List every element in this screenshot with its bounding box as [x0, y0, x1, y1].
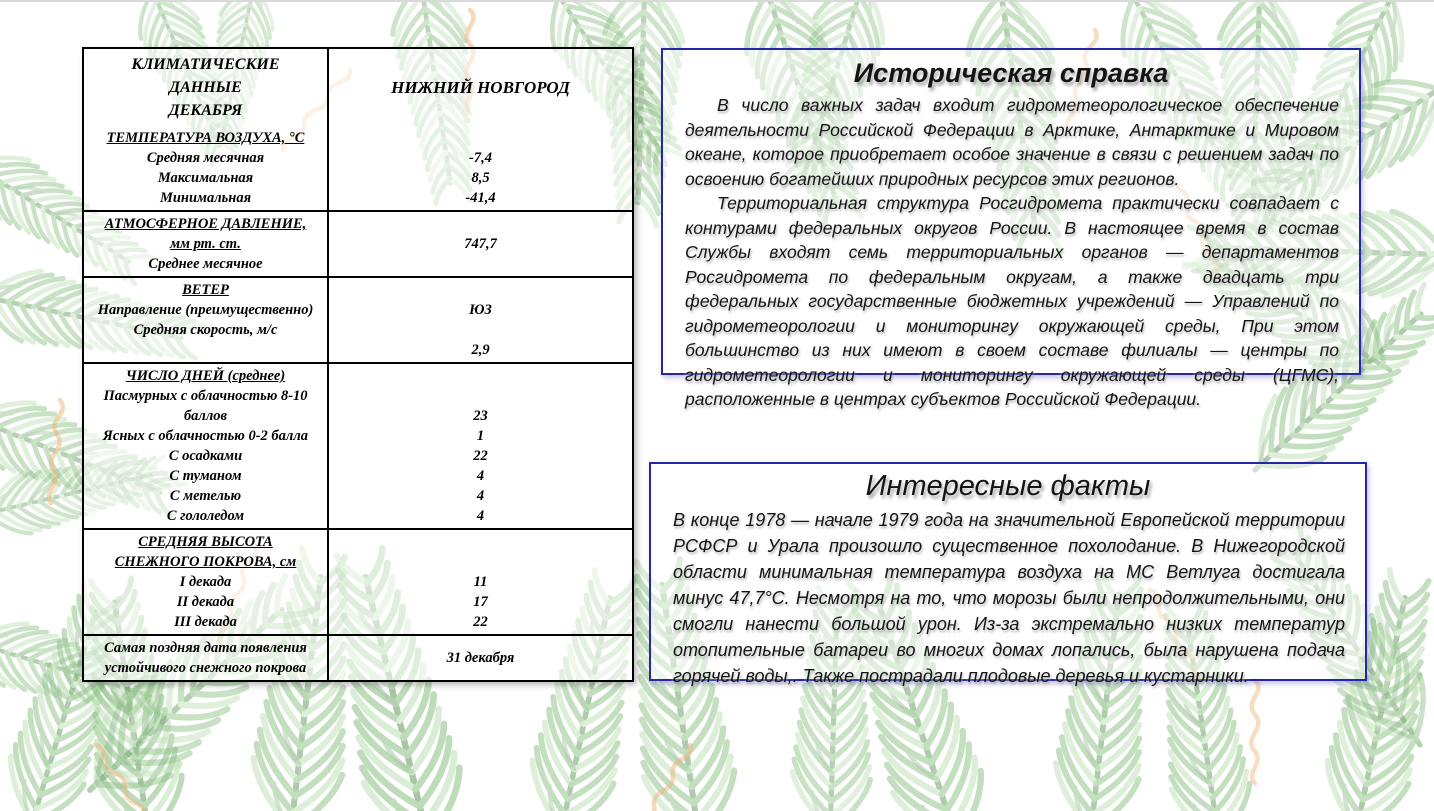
- table-label-line: [88, 340, 323, 360]
- table-value-cell: -7,4 8,5 -41,4: [329, 126, 632, 210]
- table-label-cell: Самая поздняя дата появления устойчивого …: [84, 636, 329, 680]
- table-label-cell: ТЕМПЕРАТУРА ВОЗДУХА, °С Средняя месячная М…: [84, 126, 329, 210]
- table-label-line: СРЕДНЯЯ ВЫСОТА: [138, 534, 273, 550]
- table-value-line: [333, 254, 628, 274]
- table-label-cell: СРЕДНЯЯ ВЫСОТА СНЕЖНОГО ПОКРОВА, см I дека…: [84, 530, 329, 634]
- table-label-line: СНЕЖНОГО ПОКРОВА, см: [114, 554, 297, 570]
- table-label-line: Средняя скорость, м/с: [133, 322, 278, 338]
- table-label-line: ТЕМПЕРАТУРА ВОЗДУХА, °С: [106, 130, 305, 146]
- table-value-line: [333, 552, 628, 572]
- table-label-line: ЧИСЛО ДНЕЙ (среднее): [125, 368, 286, 384]
- table-section: ТЕМПЕРАТУРА ВОЗДУХА, °С Средняя месячная М…: [84, 126, 632, 210]
- table-value-line: [333, 366, 628, 386]
- table-label-line: Средняя месячная: [146, 150, 265, 166]
- table-label-line: Пасмурных с облачностью 8-10: [103, 388, 308, 404]
- table-header-row: КЛИМАТИЧЕСКИЕ ДАННЫЕ ДЕКАБРЯ НИЖНИЙ НОВГ…: [84, 49, 632, 126]
- table-label-line: II декада: [176, 594, 235, 610]
- table-value-line: 4: [476, 508, 485, 524]
- table-value-line: 8,5: [471, 170, 490, 186]
- window-top-border: [0, 0, 1434, 2]
- table-value-cell: 11 17 22: [329, 530, 632, 634]
- table-label-line: АТМОСФЕРНОЕ ДАВЛЕНИЕ,: [104, 216, 307, 232]
- table-value-line: ЮЗ: [469, 302, 492, 318]
- table-label-line: Среднее месячное: [148, 256, 263, 272]
- history-paragraph: Территориальная структура Росгидромета п…: [685, 193, 1339, 409]
- table-value-line: 17: [473, 594, 488, 610]
- table-section: Самая поздняя дата появления устойчивого …: [84, 634, 632, 680]
- table-value-cell: ЮЗ 2,9: [329, 278, 632, 362]
- table-label-line: Минимальная: [159, 190, 252, 206]
- table-label-line: С гололедом: [166, 508, 245, 524]
- table-section: ЧИСЛО ДНЕЙ (среднее) Пасмурных с облачнос…: [84, 362, 632, 528]
- table-label-line: I декада: [179, 574, 232, 590]
- table-label-line: Самая поздняя дата появления: [104, 640, 307, 656]
- table-label-line: баллов: [183, 408, 228, 424]
- table-value-line: [333, 386, 628, 406]
- table-label-line: Направление (преимущественно): [97, 302, 314, 318]
- table-value-line: [333, 532, 628, 552]
- history-box: Историческая справка В число важных зада…: [661, 48, 1361, 409]
- table-value-line: -41,4: [465, 190, 496, 206]
- table-header-title-line: ДАННЫЕ: [169, 79, 242, 96]
- table-value-line: [333, 214, 628, 234]
- table-value-line: 22: [473, 614, 488, 630]
- table-label-line: Ясных с облачностью 0-2 балла: [102, 428, 309, 444]
- climate-table: КЛИМАТИЧЕСКИЕ ДАННЫЕ ДЕКАБРЯ НИЖНИЙ НОВГ…: [82, 47, 634, 682]
- table-header-title-cell: КЛИМАТИЧЕСКИЕ ДАННЫЕ ДЕКАБРЯ: [84, 49, 329, 126]
- table-sections: ТЕМПЕРАТУРА ВОЗДУХА, °С Средняя месячная М…: [84, 126, 632, 680]
- table-label-line: ВЕТЕР: [182, 282, 229, 298]
- table-value-line: 11: [473, 574, 488, 590]
- table-value-cell: 31 декабря: [329, 636, 632, 680]
- table-label-cell: АТМОСФЕРНОЕ ДАВЛЕНИЕ, мм рт. ст. Среднее м…: [84, 212, 329, 276]
- table-value-line: 1: [476, 428, 485, 444]
- table-section: ВЕТЕР Направление (преимущественно) Средня…: [84, 276, 632, 362]
- table-value-line: -7,4: [469, 150, 492, 166]
- facts-paragraph: В конце 1978 — начале 1979 года на значи…: [673, 510, 1345, 686]
- table-label-line: С метелью: [169, 488, 242, 504]
- facts-title: Интересные факты: [865, 470, 1151, 502]
- table-section: СРЕДНЯЯ ВЫСОТА СНЕЖНОГО ПОКРОВА, см I дека…: [84, 528, 632, 634]
- table-value-cell: 23 1 22 4 4 4: [329, 364, 632, 528]
- table-header-city-cell: НИЖНИЙ НОВГОРОД: [329, 49, 632, 126]
- table-value-line: 22: [473, 448, 488, 464]
- facts-box: Интересные факты В конце 1978 — начале 1…: [649, 462, 1367, 686]
- table-header-city: НИЖНИЙ НОВГОРОД: [391, 77, 570, 97]
- history-title: Историческая справка: [853, 58, 1169, 88]
- table-value-line: 4: [476, 488, 485, 504]
- table-label-line: С осадками: [168, 448, 243, 464]
- table-label-line: С туманом: [169, 468, 242, 484]
- table-section: АТМОСФЕРНОЕ ДАВЛЕНИЕ, мм рт. ст. Среднее м…: [84, 210, 632, 276]
- table-value-line: 4: [476, 468, 485, 484]
- table-header-title-line: КЛИМАТИЧЕСКИЕ: [131, 56, 280, 73]
- table-value-line: [333, 128, 628, 148]
- table-label-line: устойчивого снежного покрова: [104, 660, 307, 676]
- history-paragraph: В число важных задач входит гидрометеоро…: [685, 95, 1339, 189]
- table-value-line: 31 декабря: [446, 650, 515, 666]
- table-label-line: Максимальная: [157, 170, 254, 186]
- table-header-title-line: ДЕКАБРЯ: [168, 102, 243, 119]
- table-value-line: 23: [473, 408, 488, 424]
- table-label-cell: ЧИСЛО ДНЕЙ (среднее) Пасмурных с облачнос…: [84, 364, 329, 528]
- table-label-line: III декада: [174, 614, 237, 630]
- table-value-line: [333, 280, 628, 300]
- table-value-cell: 747,7: [329, 212, 632, 276]
- table-label-cell: ВЕТЕР Направление (преимущественно) Средня…: [84, 278, 329, 362]
- table-value-line: 2,9: [471, 342, 490, 358]
- table-value-line: [333, 320, 628, 340]
- table-label-line: мм рт. ст.: [170, 236, 241, 252]
- table-value-line: 747,7: [464, 236, 497, 252]
